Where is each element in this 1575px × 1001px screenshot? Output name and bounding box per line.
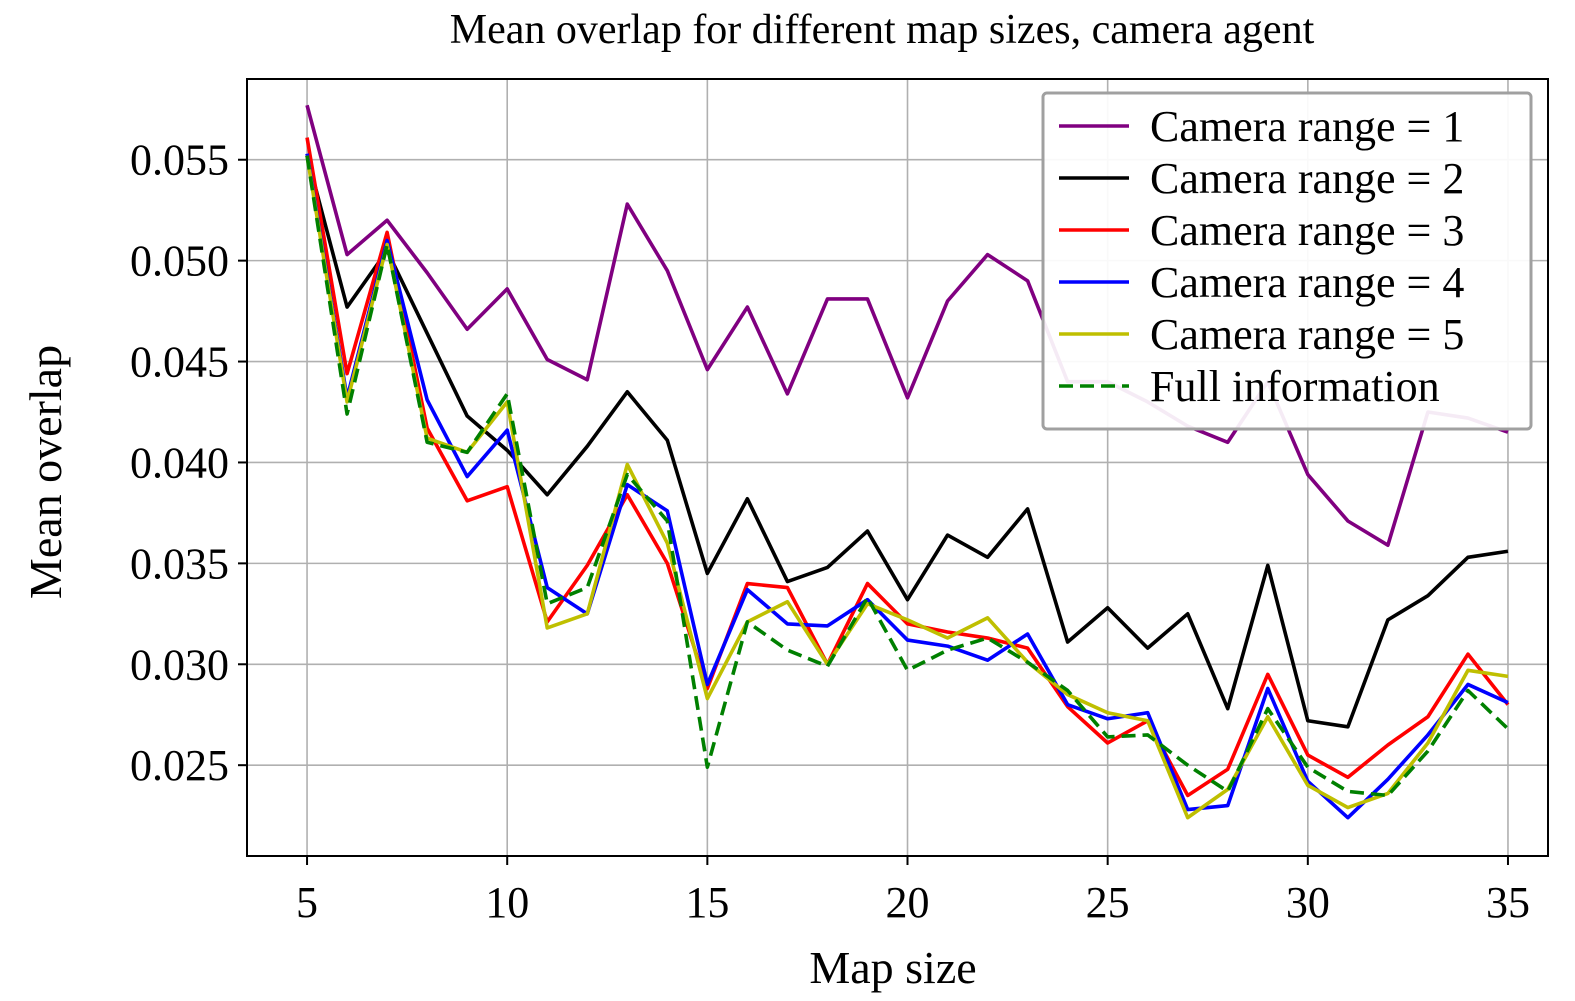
legend-label: Camera range = 1 <box>1150 102 1464 151</box>
y-tick-label: 0.055 <box>130 136 229 185</box>
x-axis-label: Map size <box>809 942 976 993</box>
y-tick-label: 0.050 <box>130 237 229 286</box>
x-tick-label: 25 <box>1086 878 1130 927</box>
series-line-3 <box>305 137 1510 798</box>
y-tick-label: 0.040 <box>130 438 229 487</box>
legend-label: Camera range = 3 <box>1150 206 1464 255</box>
plot-frame <box>246 78 1549 857</box>
legend-item: Camera range = 2 <box>1059 154 1464 203</box>
x-tick-label: 20 <box>886 878 930 927</box>
ticks: 5 10 15 20 25 30 35 0.025 0.030 0.035 0.040 0.045 0.… <box>130 136 1530 927</box>
legend-box <box>1041 91 1533 431</box>
x-tick-label: 10 <box>485 878 529 927</box>
y-tick-label: 0.030 <box>130 640 229 689</box>
legend-item: Full information <box>1059 362 1440 411</box>
y-axis-label: Mean overlap <box>20 345 71 599</box>
legend-label: Full information <box>1150 362 1440 411</box>
y-tick-label: 0.035 <box>130 539 229 588</box>
series-group <box>305 104 1510 820</box>
series-line-4 <box>305 153 1509 820</box>
y-tick-label: 0.045 <box>130 338 229 387</box>
chart-title: Mean overlap for different map sizes, ca… <box>450 7 1315 53</box>
y-tick-label: 0.025 <box>130 741 229 790</box>
x-tick-label: 35 <box>1486 878 1530 927</box>
legend-label: Camera range = 2 <box>1150 154 1464 203</box>
x-tick-label: 5 <box>296 878 318 927</box>
legend-label: Camera range = 5 <box>1150 310 1464 359</box>
legend-item: Camera range = 3 <box>1059 206 1464 255</box>
legend-item: Camera range = 1 <box>1059 102 1464 151</box>
series-line-2 <box>305 155 1509 729</box>
legend-item: Camera range = 5 <box>1059 310 1464 359</box>
legend-label: Camera range = 4 <box>1150 258 1464 307</box>
x-tick-label: 15 <box>685 878 729 927</box>
x-tick-label: 30 <box>1286 878 1330 927</box>
series-line-1 <box>305 104 1509 548</box>
legend-item: Camera range = 4 <box>1059 258 1464 307</box>
